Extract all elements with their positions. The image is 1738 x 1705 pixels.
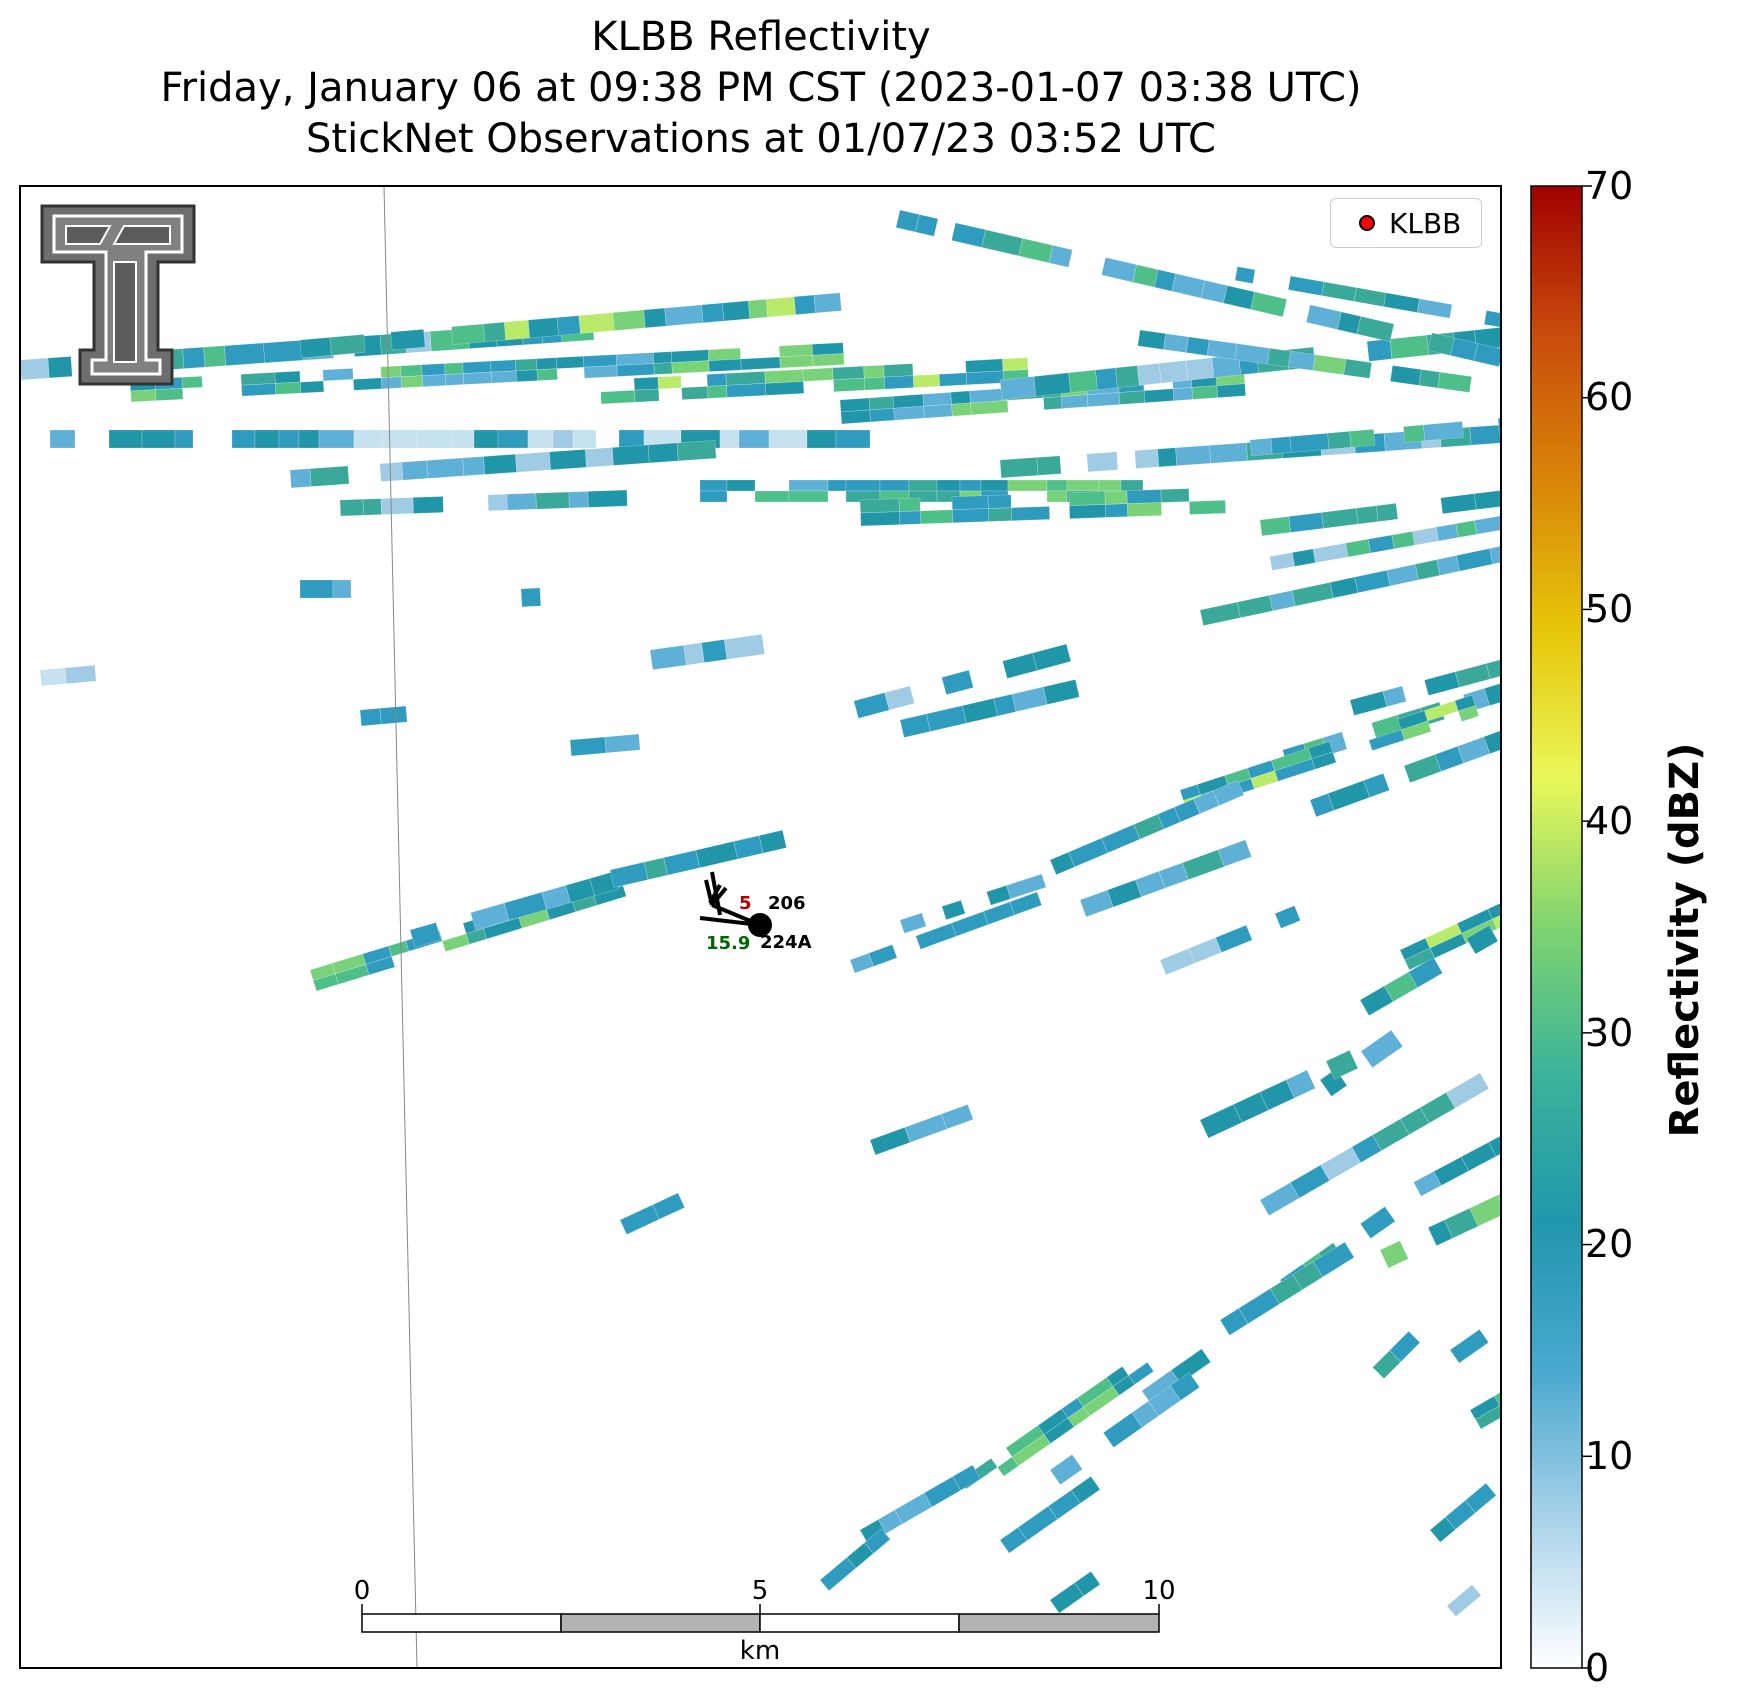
figure-title: KLBB Reflectivity Friday, January 06 at …: [20, 12, 1502, 165]
echo-streak: [895, 209, 1501, 368]
echo-streak: [409, 871, 620, 948]
echo-streak: [1379, 1179, 1501, 1269]
map-frame: [19, 185, 1502, 1669]
echo-streak: [1049, 1570, 1101, 1614]
echo-streak: [1219, 1241, 1355, 1336]
echo-streak: [869, 1104, 974, 1156]
klbb-marker-icon: [1359, 215, 1375, 231]
station-plot: [699, 871, 772, 937]
echo-streak: [1159, 905, 1301, 976]
echo-streak: [1309, 725, 1501, 818]
echo-streak: [49, 429, 871, 449]
station-224a-temp: 15.9: [706, 933, 751, 954]
scale-tick-0: 0: [353, 1576, 371, 1606]
echo-streak: [129, 342, 845, 403]
legend: KLBB: [1330, 198, 1482, 248]
title-line-1: KLBB Reflectivity: [591, 14, 931, 60]
echo-streak: [359, 705, 408, 727]
scale-bar: [361, 1604, 1160, 1633]
echo-streak: [1449, 1328, 1490, 1364]
legend-label: KLBB: [1389, 206, 1462, 240]
echo-streak: [1141, 1348, 1212, 1405]
echo-streak: [859, 1464, 981, 1545]
colorbar-tick-60: 60: [1585, 375, 1634, 419]
texas-tech-logo-icon: [40, 204, 196, 386]
echo-streak: [819, 1528, 891, 1592]
echo-streak: [569, 733, 641, 757]
echo-streak: [299, 579, 352, 599]
echo-streak: [649, 633, 766, 671]
echo-streak: [899, 873, 1047, 934]
scale-tick-10: 10: [1142, 1576, 1176, 1606]
echo-streak: [1372, 1330, 1421, 1380]
colorbar-label: Reflectivity (dBZ): [1662, 742, 1708, 1138]
colorbar: [1530, 185, 1583, 1669]
title-line-2: Friday, January 06 at 09:38 PM CST (2023…: [160, 65, 1362, 111]
colorbar-tick-10: 10: [1585, 1434, 1634, 1478]
echo-streak: [1079, 839, 1252, 918]
colorbar-tick-20: 20: [1585, 1222, 1634, 1266]
title-line-3: StickNet Observations at 01/07/23 03:52 …: [306, 116, 1216, 162]
colorbar-tick-70: 70: [1585, 164, 1634, 208]
echo-streak: [1269, 515, 1501, 571]
scale-unit: km: [739, 1636, 781, 1666]
echo-streak: [520, 587, 542, 608]
echo-streak: [959, 1361, 1155, 1490]
map-area: [20, 186, 1501, 1668]
echo-streak: [859, 488, 1226, 527]
echo-streak: [1413, 1126, 1501, 1197]
colorbar-tick-50: 50: [1585, 587, 1634, 631]
echo-streak: [849, 891, 1043, 974]
echo-streak: [1359, 925, 1499, 1016]
echo-streak: [289, 439, 717, 489]
echo-streak: [1399, 892, 1501, 971]
echo-streak: [1049, 779, 1245, 876]
echo-streak: [1249, 415, 1501, 457]
station-206-temp: 5: [739, 893, 752, 914]
echo-streak: [853, 643, 1072, 719]
colorbar-tick-0: 0: [1585, 1646, 1610, 1690]
station-224a-id: 224A: [760, 932, 812, 953]
echo-streak: [619, 1192, 686, 1235]
echo-streak: [339, 489, 628, 517]
colorbar-tick-40: 40: [1585, 799, 1634, 843]
reflectivity-echoes: [20, 209, 1501, 1618]
scale-tick-5: 5: [751, 1576, 769, 1606]
echo-streak: [1349, 655, 1501, 716]
echo-streak: [1259, 1072, 1490, 1216]
echo-streak: [1199, 542, 1501, 627]
echo-streak: [1259, 490, 1501, 537]
echo-streak: [999, 326, 1501, 401]
echo-streak: [1137, 329, 1473, 393]
echo-streak: [1429, 1482, 1497, 1543]
station-marker-icon: [748, 913, 772, 937]
station-206-id: 206: [768, 893, 806, 914]
colorbar-tickmarks: [1582, 185, 1592, 1669]
colorbar-tick-30: 30: [1585, 1011, 1634, 1055]
echo-streak: [999, 1475, 1101, 1554]
echo-streak: [1049, 1372, 1200, 1486]
echo-streak: [609, 829, 787, 888]
echo-streak: [1446, 1584, 1482, 1618]
echo-streak: [299, 292, 842, 359]
echo-streak: [39, 664, 97, 687]
county-boundary-line: [383, 186, 418, 1668]
echo-streak: [1199, 1049, 1359, 1139]
echo-streak: [899, 679, 1080, 738]
